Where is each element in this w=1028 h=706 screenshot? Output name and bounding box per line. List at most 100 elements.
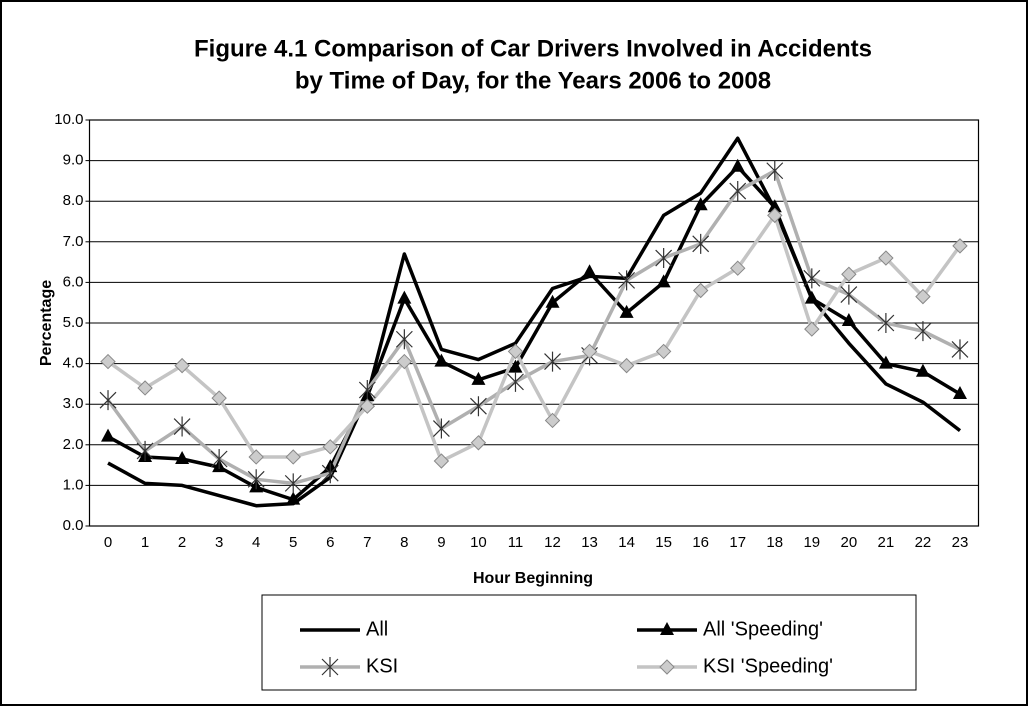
diamond-marker [174, 357, 190, 374]
legend-label: KSI 'Speeding' [703, 655, 833, 677]
x-tick-label: 21 [878, 534, 895, 551]
diamond-marker [581, 343, 598, 360]
asterisk-marker [173, 416, 191, 437]
y-tick-label: 10.0 [54, 111, 83, 128]
triangle-marker [841, 312, 856, 326]
asterisk-marker [321, 657, 339, 677]
diamond-marker [618, 357, 635, 374]
x-tick-label: 11 [508, 534, 524, 551]
x-tick-label: 17 [729, 534, 746, 551]
x-tick-label: 14 [618, 534, 635, 551]
diamond-marker [841, 266, 857, 282]
legend-label: KSI [366, 655, 398, 677]
diamond-marker [730, 260, 746, 276]
diamond-marker [804, 321, 820, 337]
triangle-marker [471, 371, 486, 385]
y-tick-label: 9.0 [63, 152, 84, 169]
diamond-marker [659, 659, 675, 675]
x-tick-label: 5 [289, 534, 297, 551]
diamond-marker [470, 435, 487, 451]
y-tick-label: 1.0 [63, 476, 84, 493]
asterisk-marker [655, 248, 673, 269]
y-tick-label: 5.0 [63, 314, 84, 331]
plot-area [88, 119, 980, 527]
asterisk-marker [321, 463, 339, 484]
asterisk-marker [432, 418, 450, 439]
y-tick-label: 4.0 [63, 355, 84, 372]
triangle-marker [508, 359, 523, 373]
diamond-marker [137, 380, 153, 396]
triangle-marker [397, 290, 412, 304]
x-tick-label: 1 [141, 534, 149, 551]
triangle-marker [434, 353, 449, 367]
triangle-marker [286, 491, 301, 505]
asterisk-marker [544, 351, 561, 372]
x-tick-label: 2 [178, 534, 186, 551]
triangle-marker [175, 451, 190, 465]
triangle-marker [730, 158, 745, 172]
diamond-marker [544, 412, 561, 429]
x-tick-label: 3 [215, 534, 223, 551]
diamond-marker [767, 207, 783, 224]
x-tick-label: 8 [400, 534, 408, 551]
asterisk-marker [618, 270, 636, 291]
diamond-marker [211, 390, 227, 406]
legend-label: All [366, 618, 388, 640]
diamond-marker [878, 250, 894, 266]
legend-label: All 'Speeding' [703, 618, 823, 640]
y-tick-label: 6.0 [63, 273, 84, 290]
asterisk-marker [951, 339, 969, 360]
x-tick-label: 18 [766, 534, 783, 551]
diamond-marker [692, 282, 709, 299]
diamond-marker [248, 449, 264, 465]
chart-title: Figure 4.1 Comparison of Car Drivers Inv… [194, 35, 872, 62]
x-tick-label: 6 [326, 534, 334, 551]
triangle-marker [952, 386, 967, 400]
triangle-marker [878, 355, 893, 369]
triangle-marker [656, 274, 671, 288]
y-tick-label: 8.0 [63, 192, 84, 209]
x-tick-label: 9 [437, 534, 445, 551]
diamond-marker [100, 353, 116, 370]
x-tick-label: 22 [915, 534, 932, 551]
diamond-marker [952, 238, 968, 254]
asterisk-marker [766, 160, 784, 181]
series-line [107, 136, 962, 508]
x-tick-label: 0 [104, 534, 112, 551]
asterisk-marker [840, 284, 858, 305]
diamond-marker [915, 288, 931, 305]
x-tick-label: 15 [655, 534, 672, 551]
asterisk-marker [507, 371, 524, 392]
triangle-marker [660, 622, 674, 635]
triangle-marker [804, 290, 819, 304]
y-tick-label: 2.0 [63, 436, 84, 453]
x-tick-label: 10 [470, 534, 487, 551]
series-line [106, 169, 961, 486]
asterisk-marker [803, 268, 821, 289]
triangle-marker [619, 304, 634, 318]
diamond-marker [396, 353, 413, 370]
diamond-marker [507, 343, 524, 360]
y-tick-label: 7.0 [63, 233, 84, 250]
triangle-marker [693, 197, 708, 211]
x-tick-label: 19 [803, 534, 820, 551]
asterisk-marker [210, 449, 228, 470]
x-tick-label: 4 [252, 534, 260, 551]
legend-box [261, 594, 917, 691]
x-tick-label: 16 [692, 534, 709, 551]
diamond-marker [285, 449, 301, 465]
x-tick-label: 12 [544, 534, 561, 551]
asterisk-marker [729, 181, 747, 202]
triangle-marker [545, 294, 560, 308]
asterisk-marker [877, 313, 895, 333]
triangle-marker [915, 363, 930, 377]
asterisk-marker [99, 390, 117, 411]
triangle-marker [767, 199, 782, 213]
diamond-marker [655, 343, 672, 360]
y-axis-title: Percentage [38, 280, 55, 366]
asterisk-marker [914, 321, 932, 342]
asterisk-marker [395, 329, 413, 350]
asterisk-marker [358, 379, 376, 400]
diamond-marker [359, 398, 376, 414]
